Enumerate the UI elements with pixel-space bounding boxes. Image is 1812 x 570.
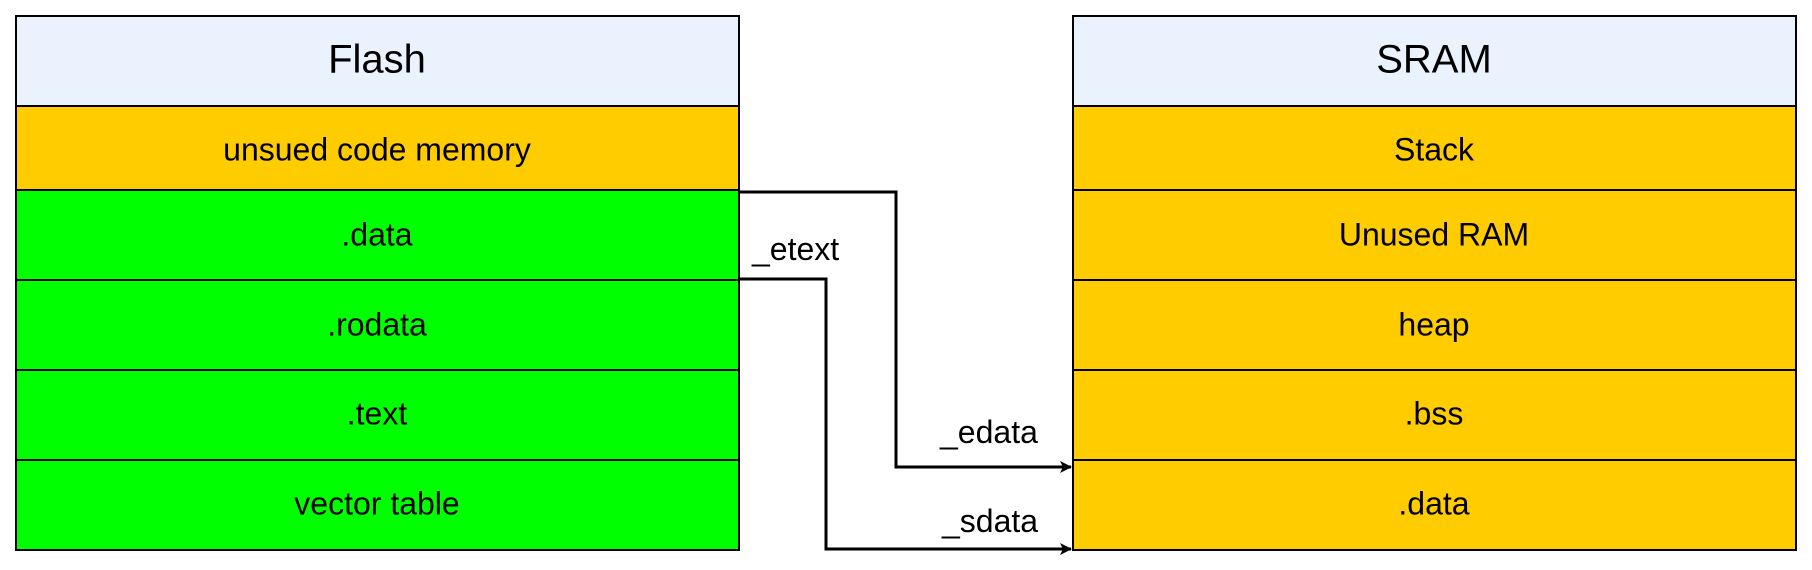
sram-seg-bss [1072,369,1797,461]
flash-header [15,15,740,107]
flash-seg-label: unsued code memory [223,131,531,167]
sram-seg-label: Stack [1394,131,1475,167]
sram-block: SRAM Stack Unused RAM heap .bss .data [1072,15,1797,551]
sram-seg-label: heap [1398,306,1469,342]
sram-title: SRAM [1376,38,1492,82]
sram-seg-label: .bss [1405,395,1464,431]
flash-seg-label: .rodata [327,306,427,342]
flash-seg-label: .data [341,216,412,252]
flash-seg-vector-table [15,459,740,551]
sdata-label: _sdata [941,503,1038,539]
flash-seg-text [15,369,740,461]
flash-seg-label: vector table [294,485,459,521]
flash-title: Flash [328,38,426,82]
sram-seg-stack [1072,105,1797,191]
flash-seg-rodata [15,279,740,371]
connectors: _etext _edata _sdata [739,190,1072,555]
sram-seg-label: .data [1398,485,1469,521]
flash-seg-data [15,189,740,281]
sram-seg-heap [1072,279,1797,371]
edata-connector-line [739,190,1072,473]
etext-label: _etext [751,231,839,267]
sdata-connector-line [739,277,1072,555]
flash-seg-unused-code-memory [15,105,740,191]
flash-seg-label: .text [347,395,408,431]
sram-seg-data [1072,459,1797,551]
flash-block: Flash unsued code memory .data .rodata .… [15,15,740,551]
sram-seg-label: Unused RAM [1339,216,1529,252]
edata-label: _edata [939,414,1038,450]
